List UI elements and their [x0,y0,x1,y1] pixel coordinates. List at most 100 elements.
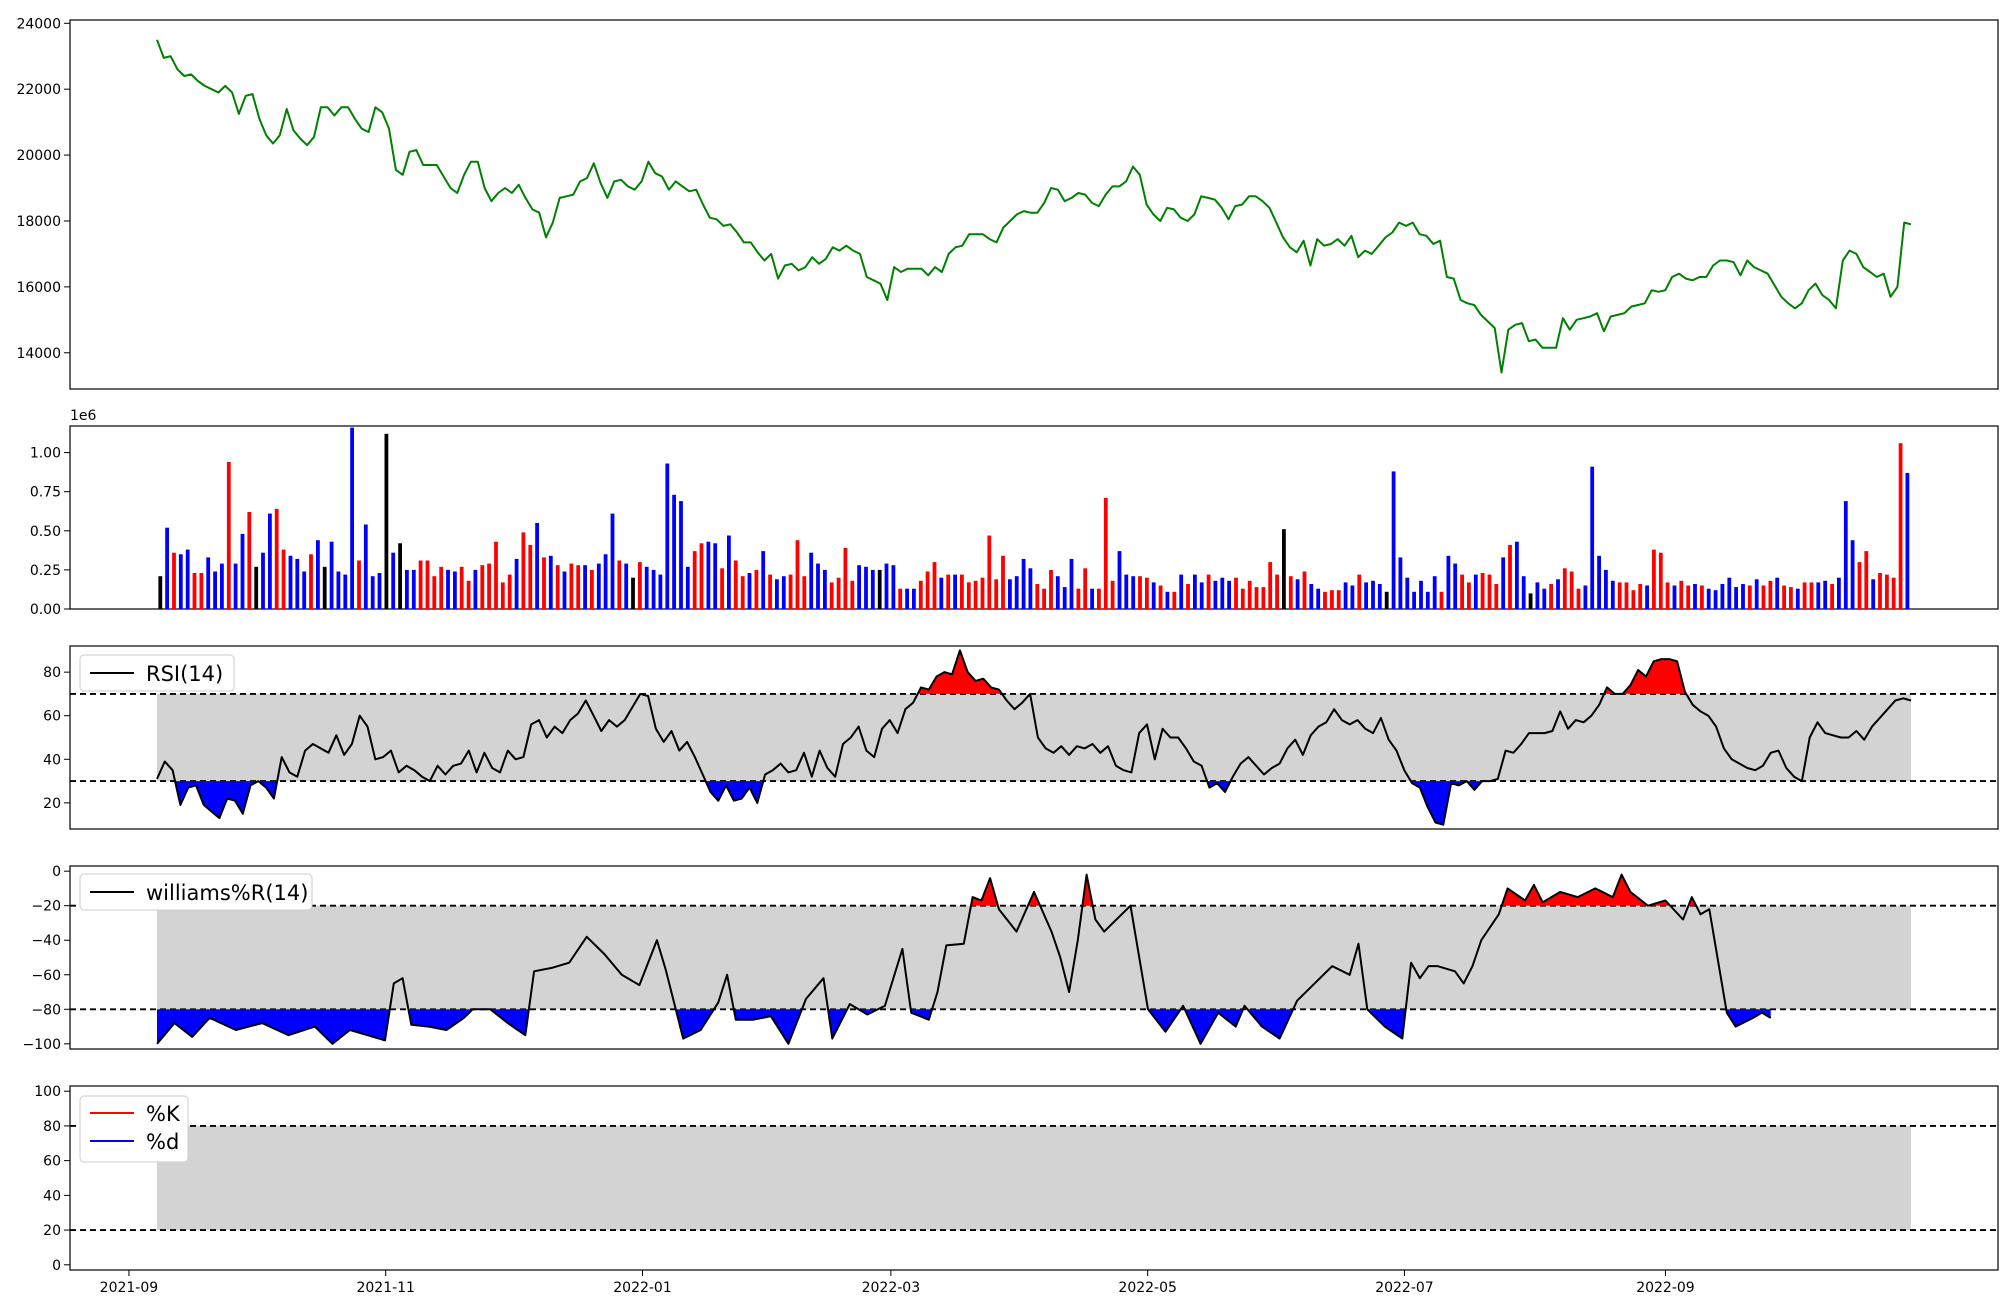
volume-bar [185,549,190,609]
volume-bar [644,566,649,609]
volume-bar [1638,584,1643,609]
volume-bar [1398,557,1403,609]
volume-bar [192,573,197,609]
volume-bar [754,569,759,609]
volume-bar [727,535,731,609]
volume-bar [446,569,450,609]
volume-bar [781,576,786,609]
williams-oversold-fill [157,1009,390,1044]
volume-bar [418,560,423,609]
volume-bar [768,574,772,609]
volume-bar [672,494,676,609]
volume-bar [905,588,909,609]
volume-ytick-label: 0.25 [30,563,61,579]
volume-bar [1117,551,1122,609]
volume-bar [569,563,574,609]
volume-bar [1035,584,1040,609]
volume-bar [1193,574,1197,609]
stochastic-legend: %K %d [79,1095,189,1163]
volume-bar [213,571,217,609]
volume-bar [898,588,903,609]
volume-bar [1001,555,1005,609]
volume-bar [158,576,163,609]
volume-bar [562,571,567,609]
williams-ytick-label: −60 [31,968,61,984]
volume-bar [870,569,875,609]
volume-bar [576,565,581,609]
volume-bar [925,571,930,609]
stochastic-ytick-label: 100 [34,1084,61,1100]
volume-bar [1316,588,1321,609]
volume-bar [850,580,855,609]
volume-bar [1761,585,1766,609]
volume-bar [994,579,999,609]
volume-bar [1268,562,1273,609]
volume-bar [1610,580,1615,609]
volume-bar [1727,577,1732,609]
volume-bar [1131,576,1136,609]
williams-overbought-fill [1501,874,1648,906]
volume-bar [1028,568,1033,609]
volume-bar [685,566,690,609]
volume-bar [1700,585,1704,609]
volume-bar [590,569,594,609]
x-tick-label: 2022-07 [1375,1280,1434,1296]
x-tick-label: 2022-09 [1636,1280,1695,1296]
volume-bar [1350,585,1355,609]
volume-bar [816,563,820,609]
volume-bar [178,554,183,609]
volume-bar [733,560,738,609]
volume-bar [1542,588,1547,609]
rsi-legend-box [79,654,235,692]
rsi-ytick-label: 20 [43,796,61,812]
volume-bar [226,462,231,609]
williams-overbought-fill [1082,874,1093,906]
volume-bar [679,501,683,609]
volume-bar [946,574,951,609]
volume-bar [1754,579,1759,609]
x-tick-label: 2022-05 [1118,1280,1177,1296]
volume-bar [1631,590,1636,609]
volume-bar [1521,576,1526,609]
volume-bar [405,569,409,609]
volume-bar [288,555,293,609]
volume-bar [1240,588,1245,609]
williams-neutral-band [157,905,1911,1010]
volume-bar [638,562,642,609]
volume-bar [1871,579,1876,609]
williams-legend: williams%R(14) [79,873,313,911]
volume-bar [1508,544,1512,609]
volume-bar [699,543,704,609]
volume-bar [1158,585,1163,609]
volume-bar [1275,574,1279,609]
volume-bar [514,558,519,609]
volume-bar [891,565,896,609]
volume-bar [1535,582,1540,609]
volume-bar [1405,577,1410,609]
volume-bar [1008,579,1012,609]
x-tick-label: 2022-03 [862,1280,921,1296]
volume-bar [740,576,745,609]
volume-bar [1576,588,1581,609]
stochastic-ytick-label: 40 [43,1188,61,1204]
volume-bar [1323,591,1327,609]
volume-bar [1562,568,1567,609]
x-tick-label: 2021-09 [100,1280,159,1296]
volume-bar [309,554,313,609]
williams-oversold-fill [675,1009,714,1039]
stochastic-legend-label: %K [146,1102,181,1126]
rsi-legend: RSI(14) [79,654,235,692]
volume-bar [1734,587,1738,609]
volume-bar [624,563,629,609]
volume-bar [1336,590,1341,609]
volume-bar [1789,587,1793,609]
volume-bar [459,566,464,609]
volume-bar [165,527,169,609]
volume-bar [1672,585,1677,609]
volume-bar [528,544,533,609]
volume-bar [1419,580,1423,609]
volume-bar [658,574,663,609]
volume-bar [692,551,697,609]
volume-bar [747,573,752,609]
